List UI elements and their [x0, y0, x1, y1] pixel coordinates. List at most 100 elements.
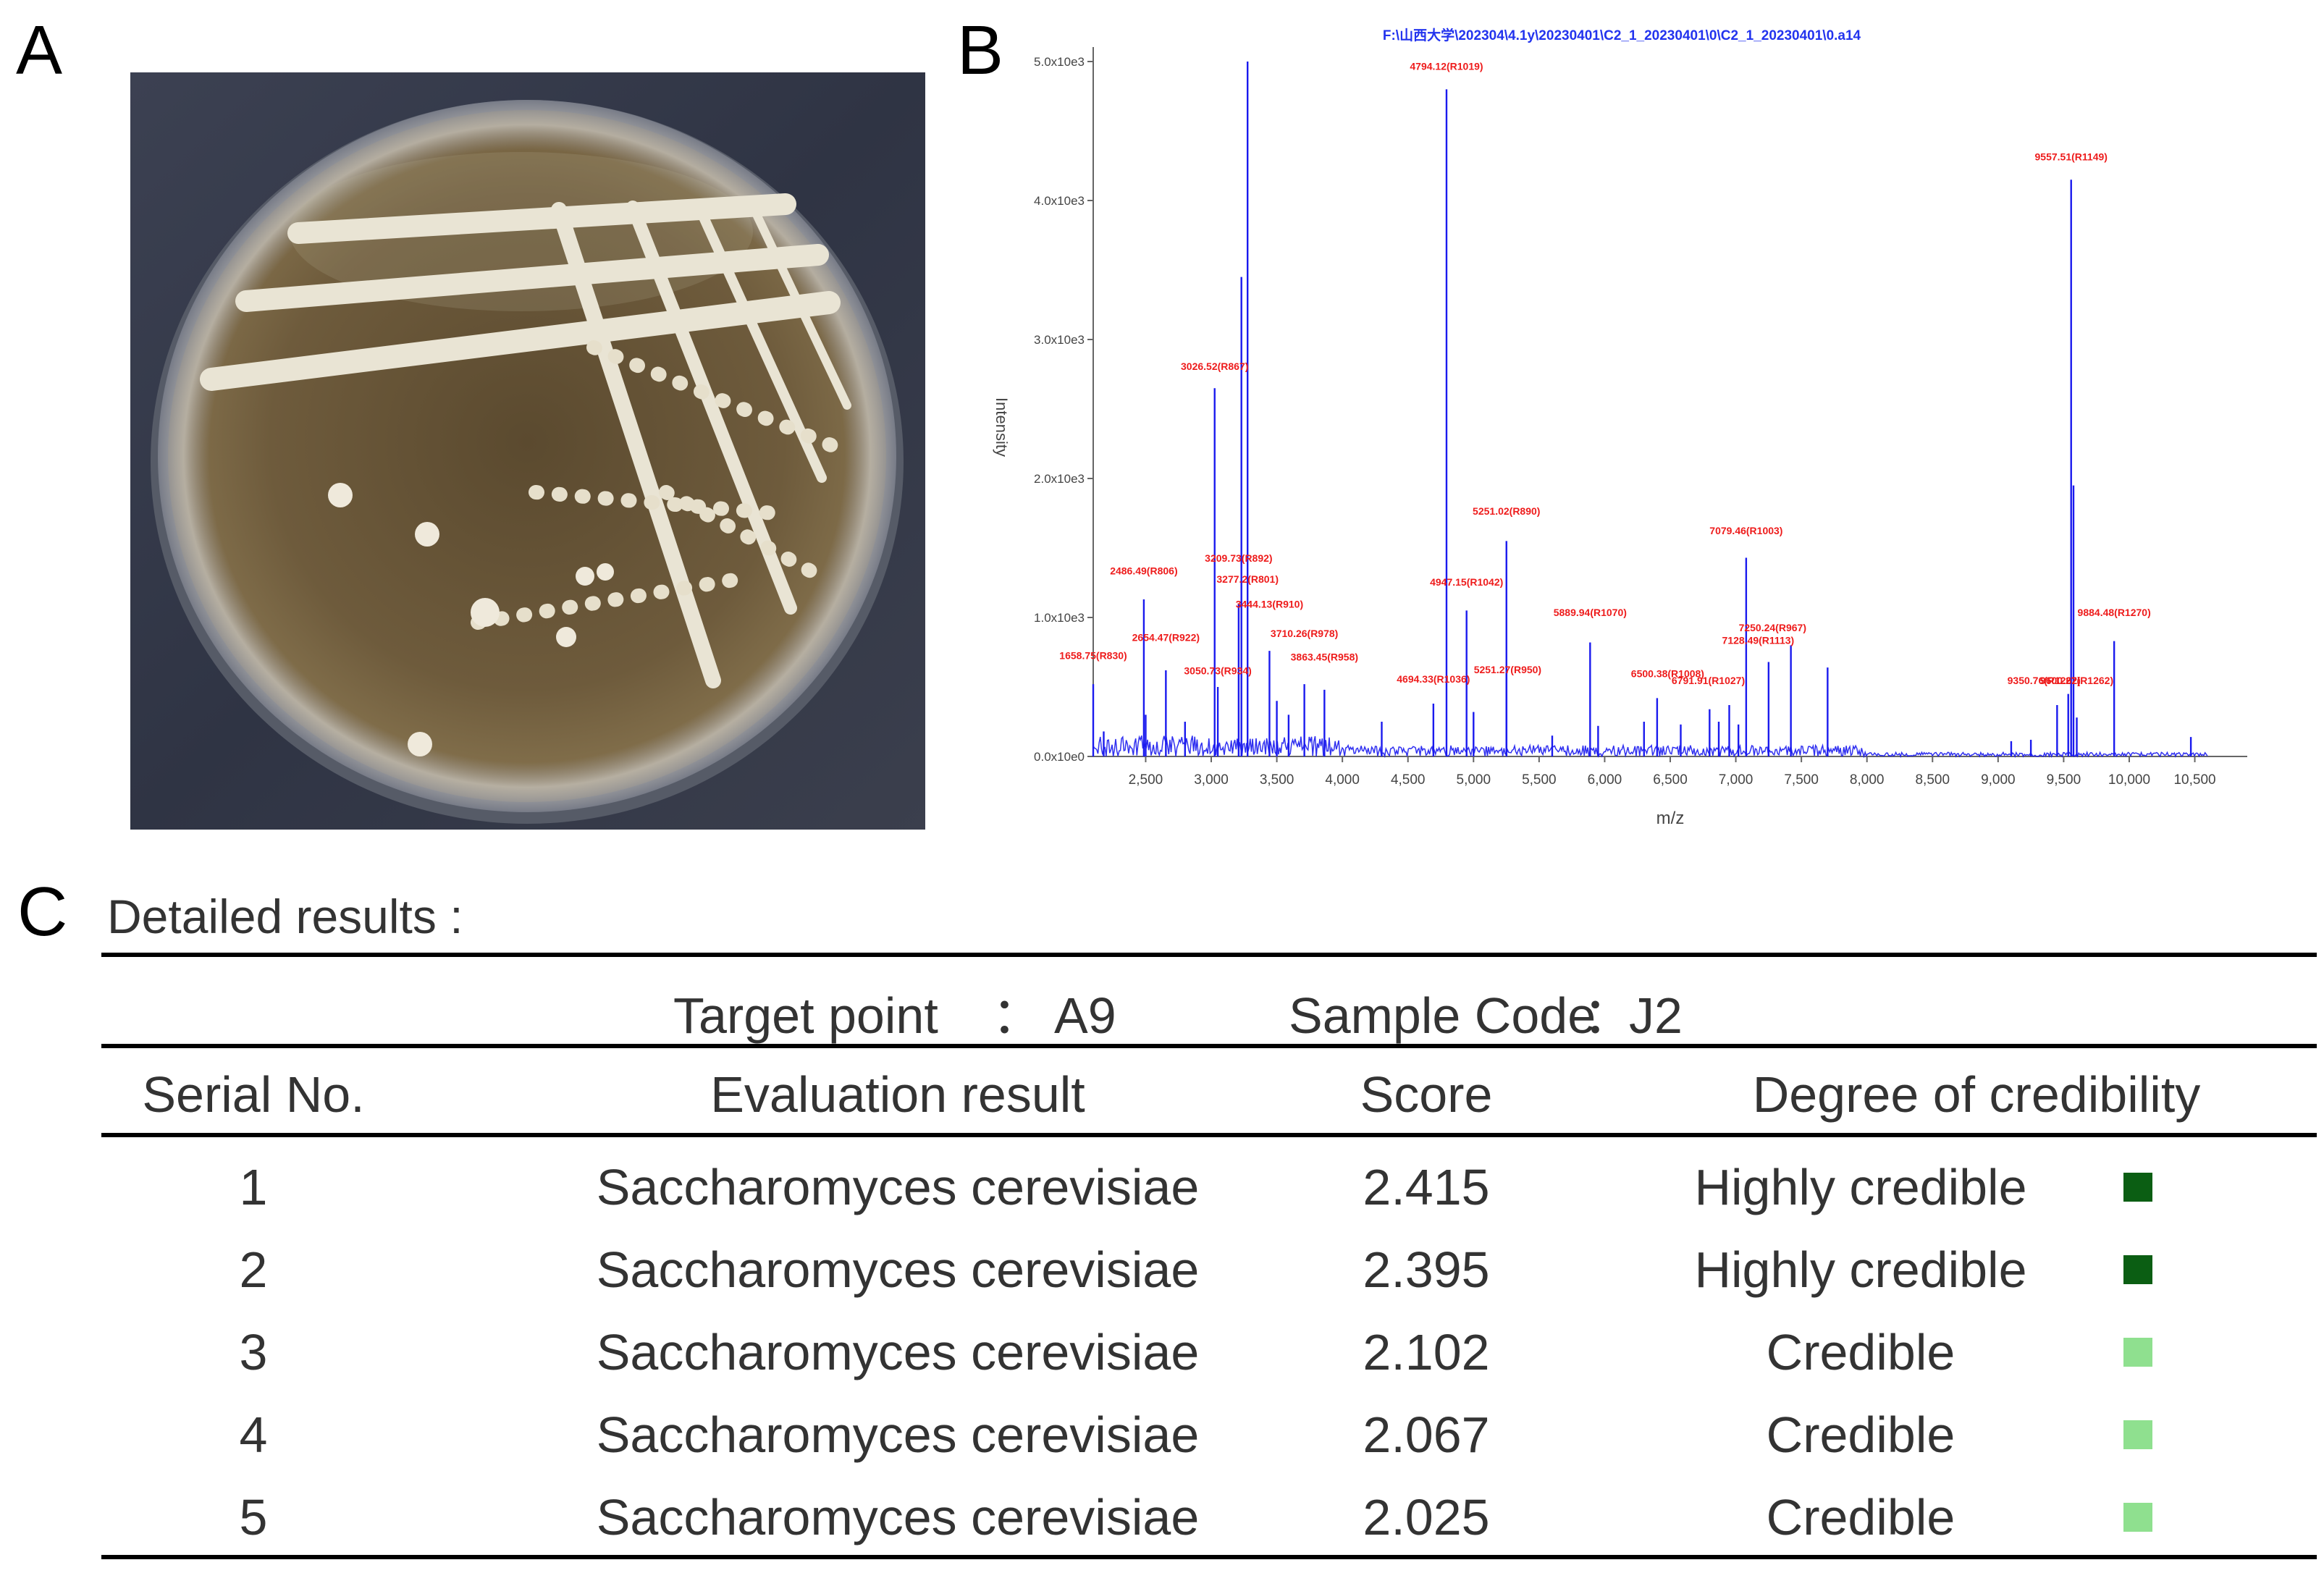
table-row: 4 Saccharomyces cerevisiae 2.067 Credibl…: [101, 1399, 2317, 1471]
row-degree: Highly credible: [1694, 1159, 2027, 1215]
header-degree: Degree of credibility: [1752, 1066, 2201, 1123]
peak-annotations: 4794.12(R1019) 9557.51(R1149) 3026.52(R867…: [1059, 61, 2150, 687]
row-serial: 5: [239, 1489, 268, 1545]
row-evaluation: Saccharomyces cerevisiae: [596, 1489, 1200, 1545]
table-header: Serial No. Evaluation result Score Degre…: [101, 1058, 2317, 1131]
peak-label: 3710.26(R978): [1271, 628, 1338, 639]
bottom-rule: [101, 1555, 2317, 1559]
target-point-value: A9: [1054, 987, 1116, 1044]
x-tick-label: 4,000: [1325, 772, 1360, 788]
y-tick-label: 0.0x10e0: [1034, 750, 1085, 764]
sample-code-label: Sample Code: [1289, 987, 1596, 1044]
x-tick-label: 7,000: [1719, 772, 1753, 788]
header-serial: Serial No.: [142, 1066, 365, 1123]
table-row: 2 Saccharomyces cerevisiae 2.395 Highly …: [101, 1233, 2317, 1306]
row-evaluation: Saccharomyces cerevisiae: [596, 1407, 1200, 1463]
peak-label: 7128.49(R1113): [1722, 634, 1795, 646]
row-serial: 4: [239, 1407, 268, 1463]
mass-spectrum-svg: F:\山西大学\202304\4.1y\20230401\C2_1_202304…: [993, 27, 2247, 828]
target-point-separator: ：: [992, 987, 1043, 1044]
row-degree: Credible: [1766, 1324, 1955, 1380]
row-degree: Credible: [1766, 1489, 1955, 1545]
x-tick-label: 5,000: [1457, 772, 1491, 788]
peak-label: 9884.48(R1270): [2078, 607, 2151, 618]
peak-label: 6500.38(R1008): [1631, 668, 1704, 680]
peak-label: 2486.49(R806): [1110, 565, 1177, 576]
peak-label: 3209.73(R892): [1205, 552, 1272, 564]
header-score: Score: [1360, 1066, 1493, 1123]
row-evaluation: Saccharomyces cerevisiae: [596, 1159, 1200, 1215]
mass-spectrum-chart: F:\山西大学\202304\4.1y\20230401\C2_1_202304…: [970, 14, 2324, 847]
peak-label: 9557.51(R1149): [2035, 151, 2108, 162]
panel-label-c: C: [17, 873, 68, 950]
credibility-swatch: [2123, 1338, 2152, 1367]
x-tick-label: 10,500: [2173, 772, 2215, 788]
x-tick-label: 3,500: [1260, 772, 1294, 788]
row-score: 2.102: [1363, 1324, 1490, 1380]
sample-code-value: J2: [1629, 987, 1683, 1044]
row-evaluation: Saccharomyces cerevisiae: [596, 1241, 1200, 1298]
results-heading: Detailed results :: [107, 890, 463, 943]
target-point-label: Target point: [673, 987, 938, 1044]
table-row: 1 Saccharomyces cerevisiae 2.415 Highly …: [101, 1151, 2317, 1223]
x-tick-label: 6,500: [1653, 772, 1688, 788]
panel-label-a: A: [16, 12, 63, 89]
x-tick-label: 5,500: [1522, 772, 1557, 788]
row-score: 2.395: [1363, 1241, 1490, 1298]
x-tick-label: 9,000: [1981, 772, 2016, 788]
header-top-rule: [101, 1044, 2317, 1048]
x-tick-label: 3,000: [1194, 772, 1229, 788]
x-tick-label: 2,500: [1129, 772, 1163, 788]
peak-label: 3277.2(R801): [1216, 573, 1279, 585]
peak-label: 7250.24(R967): [1739, 622, 1806, 633]
x-tick-label: 10,000: [2108, 772, 2150, 788]
y-tick-label: 1.0x10e3: [1034, 611, 1085, 625]
x-tick-label: 9,500: [2047, 772, 2081, 788]
row-evaluation: Saccharomyces cerevisiae: [596, 1324, 1200, 1380]
y-tick-label: 5.0x10e3: [1034, 55, 1085, 69]
row-serial: 2: [239, 1241, 268, 1298]
row-degree: Highly credible: [1694, 1241, 2027, 1298]
y-tick-label: 2.0x10e3: [1034, 472, 1085, 486]
y-axis-label: Intensity: [993, 397, 1011, 457]
x-tick-label: 4,500: [1391, 772, 1426, 788]
peak-label: 9350.76(R1262): [2008, 675, 2081, 686]
header-evaluation: Evaluation result: [710, 1066, 1085, 1123]
peak-label: 3050.73(R934): [1184, 665, 1251, 677]
peak-label: 3863.45(R958): [1291, 651, 1358, 663]
detailed-results-table: Detailed results : Target point ： A9 Sam…: [101, 869, 2317, 1564]
peak-label: 4694.33(R1036): [1397, 673, 1470, 685]
peak-label: 4947.15(R1042): [1430, 576, 1503, 588]
row-serial: 3: [239, 1324, 268, 1380]
row-score: 2.067: [1363, 1407, 1490, 1463]
noise-trace: [1092, 735, 2208, 759]
x-axis: 2,500 3,000 3,500 4,000 4,500 5,000 5,500 6,000…: [1093, 756, 2247, 788]
credibility-swatch: [2123, 1420, 2152, 1449]
peak-label: 5889.94(R1070): [1554, 607, 1627, 618]
credibility-swatch: [2123, 1173, 2152, 1202]
credibility-swatch: [2123, 1255, 2152, 1284]
x-tick-label: 7,500: [1784, 772, 1819, 788]
peak-label: 3026.52(R867): [1181, 360, 1248, 372]
row-score: 2.025: [1363, 1489, 1490, 1545]
y-axis: 0.0x10e0 1.0x10e3 2.0x10e3 3.0x10e3 4.0x10e3…: [1034, 47, 1094, 764]
x-tick-label: 8,000: [1850, 772, 1885, 788]
peak-label: 6791.91(R1027): [1672, 675, 1745, 686]
peak-label: 7079.46(R1003): [1709, 525, 1782, 536]
y-tick-label: 4.0x10e3: [1034, 194, 1085, 208]
table-row: 3 Saccharomyces cerevisiae 2.102 Credibl…: [101, 1316, 2317, 1388]
peak-label: 3444.13(R910): [1236, 599, 1303, 610]
chart-title: F:\山西大学\202304\4.1y\20230401\C2_1_202304…: [1383, 27, 1861, 43]
peak-label: 4794.12(R1019): [1410, 61, 1483, 72]
row-score: 2.415: [1363, 1159, 1490, 1215]
row-serial: 1: [239, 1159, 268, 1215]
petri-dish-photo: [130, 72, 925, 830]
peak-label: 1658.75(R830): [1059, 650, 1127, 662]
header-bottom-rule: [101, 1133, 2317, 1137]
credibility-swatch: [2123, 1503, 2152, 1532]
x-axis-label: m/z: [1656, 809, 1685, 828]
sample-code-separator: ：: [1583, 987, 1633, 1044]
peak-label: 2654.47(R922): [1132, 632, 1200, 644]
peak-series: [1092, 62, 2192, 756]
peak-label: 9600.27(R1262): [2040, 675, 2113, 686]
